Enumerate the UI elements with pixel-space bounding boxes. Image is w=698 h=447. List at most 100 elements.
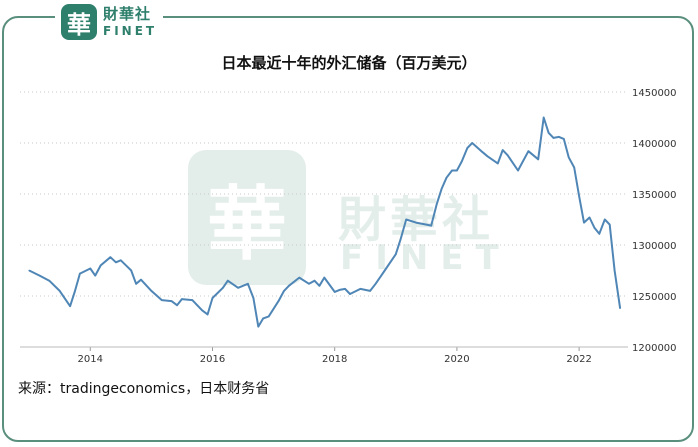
data-point — [399, 238, 402, 240]
data-point — [277, 300, 280, 302]
data-point — [170, 300, 173, 302]
data-point — [405, 218, 407, 221]
data-point — [323, 276, 326, 279]
data-point — [338, 289, 341, 291]
data-point — [206, 313, 209, 316]
data-point — [349, 293, 351, 295]
data-point — [318, 285, 321, 287]
data-point — [38, 274, 41, 277]
data-point — [466, 147, 469, 149]
data-point — [109, 256, 112, 259]
data-point — [374, 282, 377, 285]
data-point — [501, 149, 504, 151]
data-point — [48, 279, 51, 282]
data-point — [226, 279, 229, 282]
data-point — [460, 160, 463, 163]
data-point — [257, 325, 260, 328]
data-point — [583, 221, 585, 224]
data-point — [262, 317, 265, 320]
y-tick-label: 1400000 — [632, 139, 677, 150]
data-point — [497, 162, 499, 165]
data-point — [359, 288, 362, 290]
data-point — [440, 188, 443, 190]
data-point — [135, 282, 137, 285]
data-point — [79, 272, 81, 275]
data-point — [425, 223, 428, 226]
data-point — [94, 274, 96, 277]
data-point — [115, 261, 117, 264]
data-point — [593, 226, 596, 229]
data-point — [150, 290, 153, 292]
data-point — [267, 315, 270, 318]
data-point — [160, 299, 163, 301]
data-point — [522, 160, 524, 163]
data-point — [558, 136, 560, 138]
logo-seal-icon: 華 — [61, 4, 97, 40]
data-point — [552, 137, 555, 139]
data-point — [613, 269, 616, 272]
data-point — [573, 166, 576, 169]
y-tick-label: 1350000 — [632, 190, 677, 201]
data-point — [394, 253, 397, 255]
data-point — [28, 269, 30, 272]
data-point — [527, 150, 530, 152]
data-point — [563, 138, 565, 140]
data-point — [435, 203, 438, 205]
data-point — [89, 267, 92, 270]
data-point — [222, 287, 224, 289]
data-point — [333, 291, 336, 293]
logo-cn-text: 財華社 — [103, 5, 152, 23]
x-tick-label: 2014 — [78, 354, 103, 365]
chart-frame — [2, 16, 694, 442]
chart-title: 日本最近十年的外汇储备（百万美元） — [221, 54, 477, 72]
data-point — [415, 221, 417, 224]
series-layer — [28, 116, 622, 328]
data-point — [578, 195, 580, 197]
y-tick-label: 1450000 — [632, 88, 677, 99]
data-point — [608, 223, 611, 226]
data-point — [517, 169, 519, 172]
data-point — [191, 299, 194, 301]
x-tick-label: 2018 — [322, 354, 347, 365]
x-tick-label: 2016 — [200, 354, 225, 365]
data-point — [283, 290, 285, 292]
reserves-series-line — [28, 116, 622, 328]
data-point — [619, 307, 621, 310]
source-note: 来源：tradingeconomics，日本财务省 — [18, 381, 270, 397]
y-tick-label: 1200000 — [632, 343, 677, 354]
data-point — [547, 132, 550, 134]
data-point — [130, 269, 133, 272]
data-point — [486, 155, 489, 158]
data-point — [542, 116, 545, 119]
data-point — [313, 279, 316, 282]
x-tick-label: 2020 — [444, 354, 469, 365]
data-point — [211, 297, 214, 299]
data-point — [471, 142, 473, 144]
data-point — [201, 309, 203, 312]
data-point — [603, 218, 606, 221]
data-point — [344, 288, 346, 290]
x-axis-ticks: 2014 2016 2018 2020 2022 — [20, 346, 628, 365]
data-point — [430, 224, 433, 227]
data-point — [567, 156, 570, 159]
grid-lines — [20, 91, 628, 348]
data-point — [537, 158, 539, 161]
finet-logo: 華 財華社 FINET — [55, 0, 163, 44]
data-point — [369, 290, 371, 292]
data-point — [99, 264, 102, 267]
data-point — [69, 305, 71, 308]
data-point — [598, 232, 601, 235]
logo-wordmark: 財華社 FINET — [103, 5, 157, 38]
data-point — [58, 290, 61, 292]
data-point — [481, 151, 484, 153]
data-point — [247, 282, 249, 285]
data-point — [181, 298, 183, 300]
y-tick-label: 1300000 — [632, 241, 677, 252]
data-point — [176, 304, 178, 306]
data-point — [588, 216, 591, 219]
data-point — [308, 282, 310, 285]
data-point — [456, 169, 458, 172]
data-point — [298, 276, 301, 279]
data-point — [252, 297, 255, 299]
